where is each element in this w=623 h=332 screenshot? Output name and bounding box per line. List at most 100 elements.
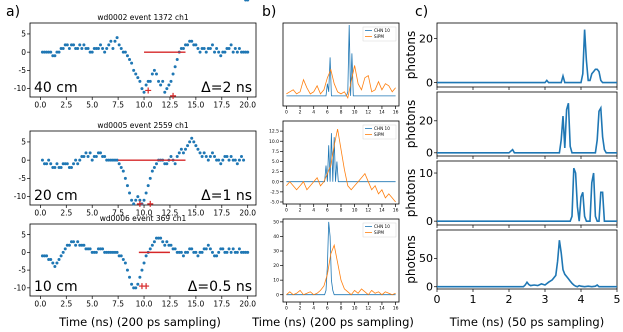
waveform-point xyxy=(225,250,229,254)
waveform-point xyxy=(229,43,233,47)
waveform-point xyxy=(40,158,44,162)
peak-marker xyxy=(147,200,154,207)
x-tick-label: 7.5 xyxy=(112,101,124,110)
plot-c-3: 0 50 0 1 2 3 4 5 photons xyxy=(404,229,621,306)
waveform-point xyxy=(171,72,175,76)
waveform-point xyxy=(130,61,134,65)
waveform-point xyxy=(74,158,78,162)
x-tick-label: 12.5 xyxy=(162,101,179,110)
waveform-point xyxy=(175,57,179,61)
y-axis-label: photons xyxy=(404,100,418,148)
waveform-point xyxy=(161,240,165,244)
waveform-point xyxy=(150,243,154,247)
waveform-point xyxy=(237,158,241,162)
waveform-point xyxy=(246,250,250,254)
waveform-point xyxy=(82,243,86,247)
legend-entry: SiPM xyxy=(374,132,384,137)
y-tick-label: 0 xyxy=(426,281,433,294)
waveform-point xyxy=(165,162,169,166)
waveform-point xyxy=(244,50,248,54)
waveform-point xyxy=(181,254,185,258)
waveform-point xyxy=(134,286,138,290)
waveform-point xyxy=(163,90,167,94)
x-tick-label: 16 xyxy=(393,110,399,116)
y-tick-label: 0 xyxy=(426,215,433,228)
x-tick-label: 12.5 xyxy=(162,209,179,218)
waveform-point xyxy=(119,254,123,258)
waveform-point xyxy=(51,54,55,58)
x-tick-label: 5.0 xyxy=(86,300,98,309)
x-tick-label: 0.0 xyxy=(34,209,46,218)
x-tick-label: 5.0 xyxy=(86,209,98,218)
waveform-point xyxy=(103,50,107,54)
waveform-point xyxy=(74,47,78,51)
y-tick-label: 0 xyxy=(426,76,433,89)
y-axis-label: photons xyxy=(404,235,418,283)
waveform-point xyxy=(86,155,90,159)
waveform-point xyxy=(94,155,98,159)
waveform-point xyxy=(128,275,132,279)
waveform-point xyxy=(196,147,200,151)
waveform-point xyxy=(154,236,158,240)
waveform-point xyxy=(221,247,225,251)
plot-a-2: 5 0 -5 -10 0.0 2.5 5.0 7.5 10.0 12.5 15.0 17.5 20.0 w… xyxy=(14,214,257,309)
x-tick-label: 17.5 xyxy=(213,101,230,110)
x-tick-label: 1 xyxy=(470,293,477,306)
y-tick-label: -10 xyxy=(14,84,26,93)
waveform-point xyxy=(202,151,206,155)
waveform-point xyxy=(57,165,61,169)
plot-b-1: 12.5 10.0 7.5 5.0 2.5 0.0 -2.5 -5.0 0 2 4 6 8 10 12 14 1… xyxy=(269,120,400,214)
waveform-point xyxy=(231,158,235,162)
waveform-point xyxy=(67,243,71,247)
x-tick-label: 8 xyxy=(340,306,343,312)
waveform-point xyxy=(47,50,51,54)
x-tick-label: 0 xyxy=(285,110,288,116)
waveform-point xyxy=(111,47,115,51)
waveform-point xyxy=(229,155,233,159)
waveform-point xyxy=(63,247,67,251)
waveform-point xyxy=(242,158,246,162)
waveform-point xyxy=(192,250,196,254)
waveform-point xyxy=(217,50,221,54)
waveform-point xyxy=(132,286,136,290)
waveform-point xyxy=(96,151,100,155)
peak-marker xyxy=(143,283,150,290)
y-tick-label: 20 xyxy=(419,32,433,45)
waveform-point xyxy=(136,282,140,286)
waveform-point xyxy=(65,43,69,47)
waveform-point xyxy=(67,165,71,169)
x-tick-label: 12 xyxy=(365,110,371,116)
waveform-point xyxy=(65,162,69,166)
waveform-point xyxy=(154,72,158,76)
waveform-point xyxy=(119,165,123,169)
waveform-point xyxy=(67,47,71,51)
waveform-point xyxy=(210,250,214,254)
waveform-point xyxy=(173,247,177,251)
waveform-point xyxy=(219,247,223,251)
waveform-point xyxy=(213,155,217,159)
waveform-point xyxy=(142,261,146,265)
waveform-point xyxy=(43,50,47,54)
waveform-point xyxy=(192,43,196,47)
plot-frame xyxy=(436,160,618,226)
x-tick-label: 17.5 xyxy=(213,300,230,309)
waveform-point xyxy=(167,83,171,87)
peak-marker xyxy=(145,87,152,94)
waveform-point xyxy=(125,268,129,272)
waveform-point xyxy=(219,54,223,58)
waveform-point xyxy=(233,250,237,254)
plot-a-1: 5 0 -5 -10 0.0 2.5 5.0 7.5 10.0 12.5 15.0 17.5 20.0 w… xyxy=(14,0,257,218)
waveform-point xyxy=(142,90,146,94)
waveform-point xyxy=(167,243,171,247)
waveform-point xyxy=(175,155,179,159)
waveform-point xyxy=(59,165,63,169)
waveform-point xyxy=(61,250,65,254)
waveform-point xyxy=(115,36,119,40)
waveform-point xyxy=(69,165,73,169)
waveform-point xyxy=(210,43,214,47)
waveform-point xyxy=(148,247,152,251)
waveform-point xyxy=(134,198,138,202)
waveform-point xyxy=(53,54,57,58)
